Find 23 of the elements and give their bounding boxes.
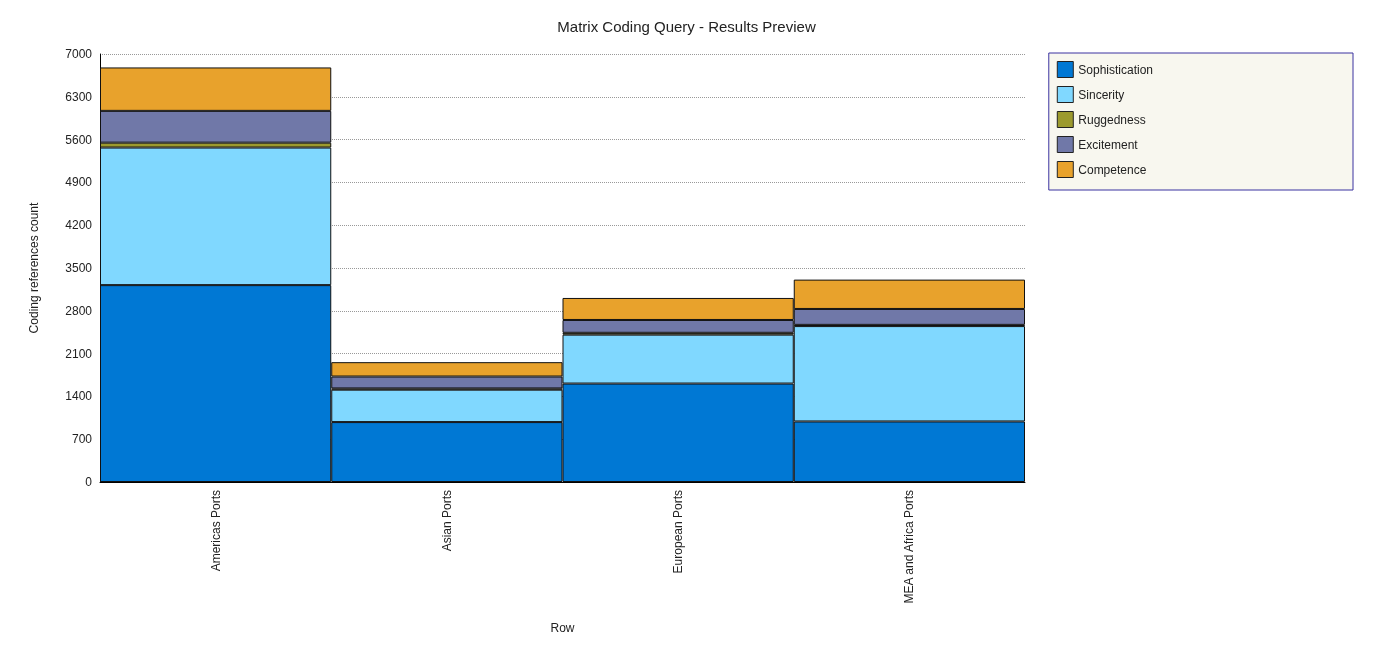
y-tick-label: 3500 (65, 261, 93, 275)
y-tick-label: 6300 (65, 89, 93, 104)
x-tick-label: MEA and Africa Ports (902, 490, 917, 604)
y-tick-label: 5600 (65, 132, 93, 147)
y-axis-title: Coding references count (27, 201, 41, 334)
x-tick-label: Americas Ports (208, 490, 223, 572)
y-tick-label: 2100 (65, 346, 93, 361)
legend-label: Ruggedness (1078, 112, 1146, 127)
y-tick-label: 7000 (65, 47, 93, 61)
x-tick-label: Asian Ports (439, 490, 454, 552)
y-tick-label: 1400 (65, 389, 93, 404)
y-tick-label: 4900 (65, 175, 93, 190)
y-tick-label: 700 (71, 432, 93, 447)
y-tick-label: 0 (85, 475, 93, 489)
y-tick-label: 2800 (65, 303, 93, 318)
x-tick-label: European Ports (671, 490, 686, 574)
legend-label: Sophistication (1078, 62, 1154, 77)
legend-label: Excitement (1078, 137, 1139, 152)
chart-title: Matrix Coding Query - Results Preview (557, 18, 816, 35)
legend-label: Sincerity (1078, 87, 1125, 102)
y-tick-label: 4200 (65, 218, 93, 233)
legend-label: Competence (1078, 162, 1147, 177)
x-axis-title: Row (550, 621, 575, 635)
